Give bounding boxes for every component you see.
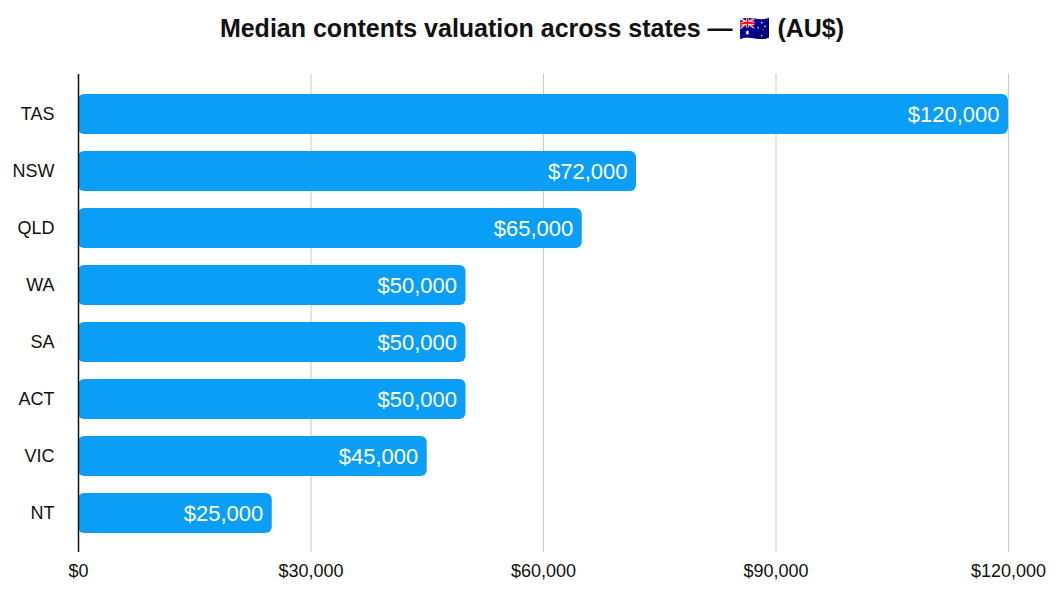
- svg-text:$72,000: $72,000: [548, 159, 628, 184]
- svg-text:WA: WA: [26, 275, 54, 295]
- svg-text:$65,000: $65,000: [494, 216, 574, 241]
- svg-text:NSW: NSW: [13, 161, 55, 181]
- svg-text:$50,000: $50,000: [377, 273, 457, 298]
- svg-text:$120,000: $120,000: [971, 561, 1046, 581]
- html-text:Median contents valuation acro: Median contents valuation across states …: [219, 14, 845, 42]
- svg-text:NT: NT: [31, 503, 55, 523]
- svg-text:QLD: QLD: [17, 218, 54, 238]
- svg-text:$30,000: $30,000: [278, 561, 343, 581]
- svg-text:$60,000: $60,000: [511, 561, 576, 581]
- svg-text:VIC: VIC: [24, 446, 54, 466]
- svg-text:ACT: ACT: [19, 389, 55, 409]
- svg-text:$25,000: $25,000: [184, 501, 264, 526]
- svg-text:$120,000: $120,000: [908, 102, 1000, 127]
- svg-text:$90,000: $90,000: [743, 561, 808, 581]
- svg-text:$50,000: $50,000: [377, 387, 457, 412]
- svg-text:SA: SA: [30, 332, 54, 352]
- svg-text:TAS: TAS: [21, 104, 55, 124]
- svg-text:$0: $0: [68, 561, 88, 581]
- svg-text:$45,000: $45,000: [339, 444, 419, 469]
- svg-text:$50,000: $50,000: [377, 330, 457, 355]
